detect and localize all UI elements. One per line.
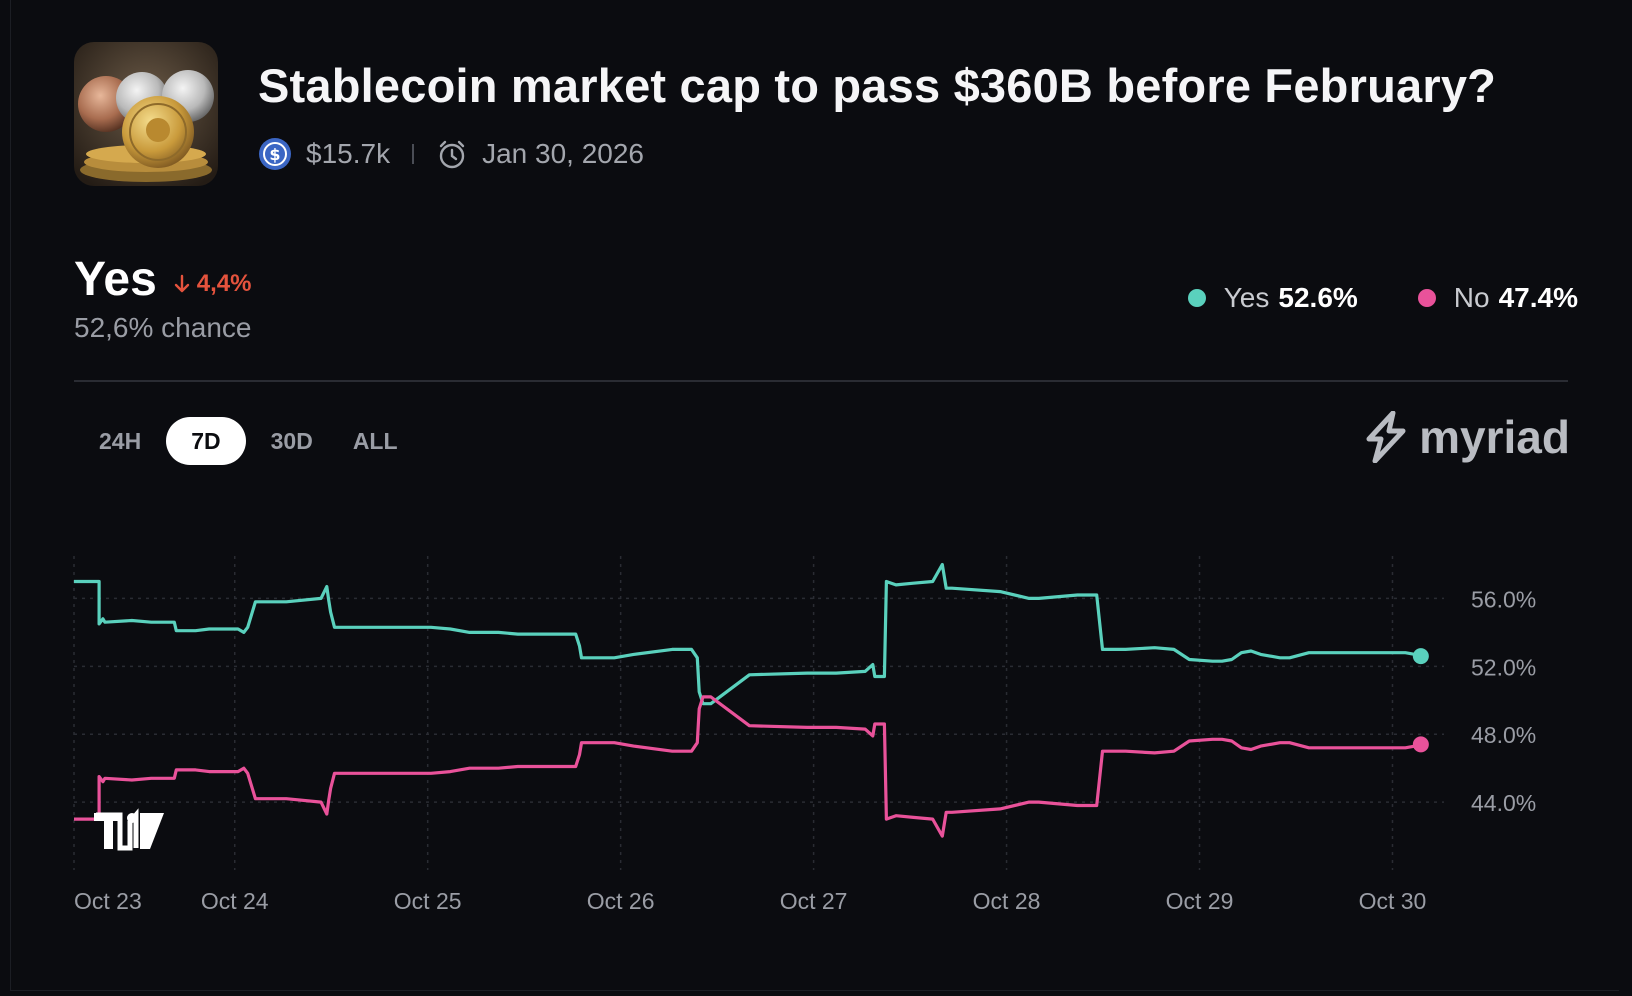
svg-text:$: $ (269, 145, 280, 164)
meta-divider (412, 144, 415, 164)
tab-24h[interactable]: 24H (99, 427, 142, 454)
legend-no-value: 47.4% (1498, 282, 1578, 313)
legend-yes-value: 52.6% (1278, 282, 1358, 313)
myriad-bolt-icon (1366, 411, 1406, 463)
x-tick-label: Oct 25 (394, 888, 462, 914)
x-tick-label: Oct 23 (74, 888, 142, 914)
legend-yes-label: Yes (1223, 282, 1270, 313)
market-title: Stablecoin market cap to pass $360B befo… (258, 59, 1497, 112)
end-date: Jan 30, 2026 (482, 138, 644, 169)
tab-7d[interactable]: 7D (166, 417, 246, 465)
volume-value: $15.7k (306, 138, 391, 169)
market-meta: $ $15.7k Jan 30, 2026 (258, 136, 644, 172)
chart-legend: Yes 52.6% No 47.4% (1128, 282, 1578, 314)
legend-no: No 47.4% (1417, 282, 1578, 314)
chance-text: 52,6% chance (74, 312, 252, 343)
usdc-icon: $ (259, 138, 291, 170)
x-tick-label: Oct 24 (201, 888, 269, 914)
x-tick-label: Oct 27 (780, 888, 848, 914)
arrow-down-icon (174, 274, 189, 293)
brand-name: myriad (1419, 411, 1570, 463)
tab-all[interactable]: ALL (352, 427, 398, 454)
y-tick-label: 48.0% (1471, 722, 1536, 748)
outcome-label: Yes (74, 253, 157, 306)
legend-yes: Yes 52.6% (1187, 282, 1358, 314)
y-tick-label: 56.0% (1471, 586, 1536, 612)
market-thumbnail[interactable] (74, 42, 218, 186)
tradingview-logo (94, 808, 164, 851)
outcome-header: Yes 4,4% (74, 252, 251, 307)
series-line-no (74, 695, 1422, 838)
x-tick-label: Oct 29 (1166, 888, 1234, 914)
series-end-dot-no[interactable] (1412, 736, 1429, 753)
no-dot-icon (1417, 289, 1436, 307)
tab-30d[interactable]: 30D (270, 427, 313, 454)
change-indicator: 4,4% (173, 270, 252, 298)
myriad-logo: myriad (1363, 410, 1570, 464)
x-tick-label: Oct 26 (587, 888, 655, 914)
timeframe-tabs: 24H 7D 30D ALL (84, 417, 423, 465)
coins-image (74, 42, 218, 186)
series-end-dot-yes[interactable] (1412, 648, 1429, 665)
legend-no-label: No (1453, 282, 1490, 313)
x-tick-label: Oct 28 (973, 888, 1041, 914)
yes-dot-icon (1187, 289, 1206, 307)
change-value: 4,4% (196, 270, 252, 297)
y-tick-label: 52.0% (1471, 654, 1536, 680)
header-divider (74, 380, 1568, 382)
y-tick-label: 44.0% (1471, 790, 1536, 816)
alarm-clock-icon (439, 140, 465, 169)
x-tick-label: Oct 30 (1359, 888, 1427, 914)
series-line-yes (74, 562, 1422, 706)
